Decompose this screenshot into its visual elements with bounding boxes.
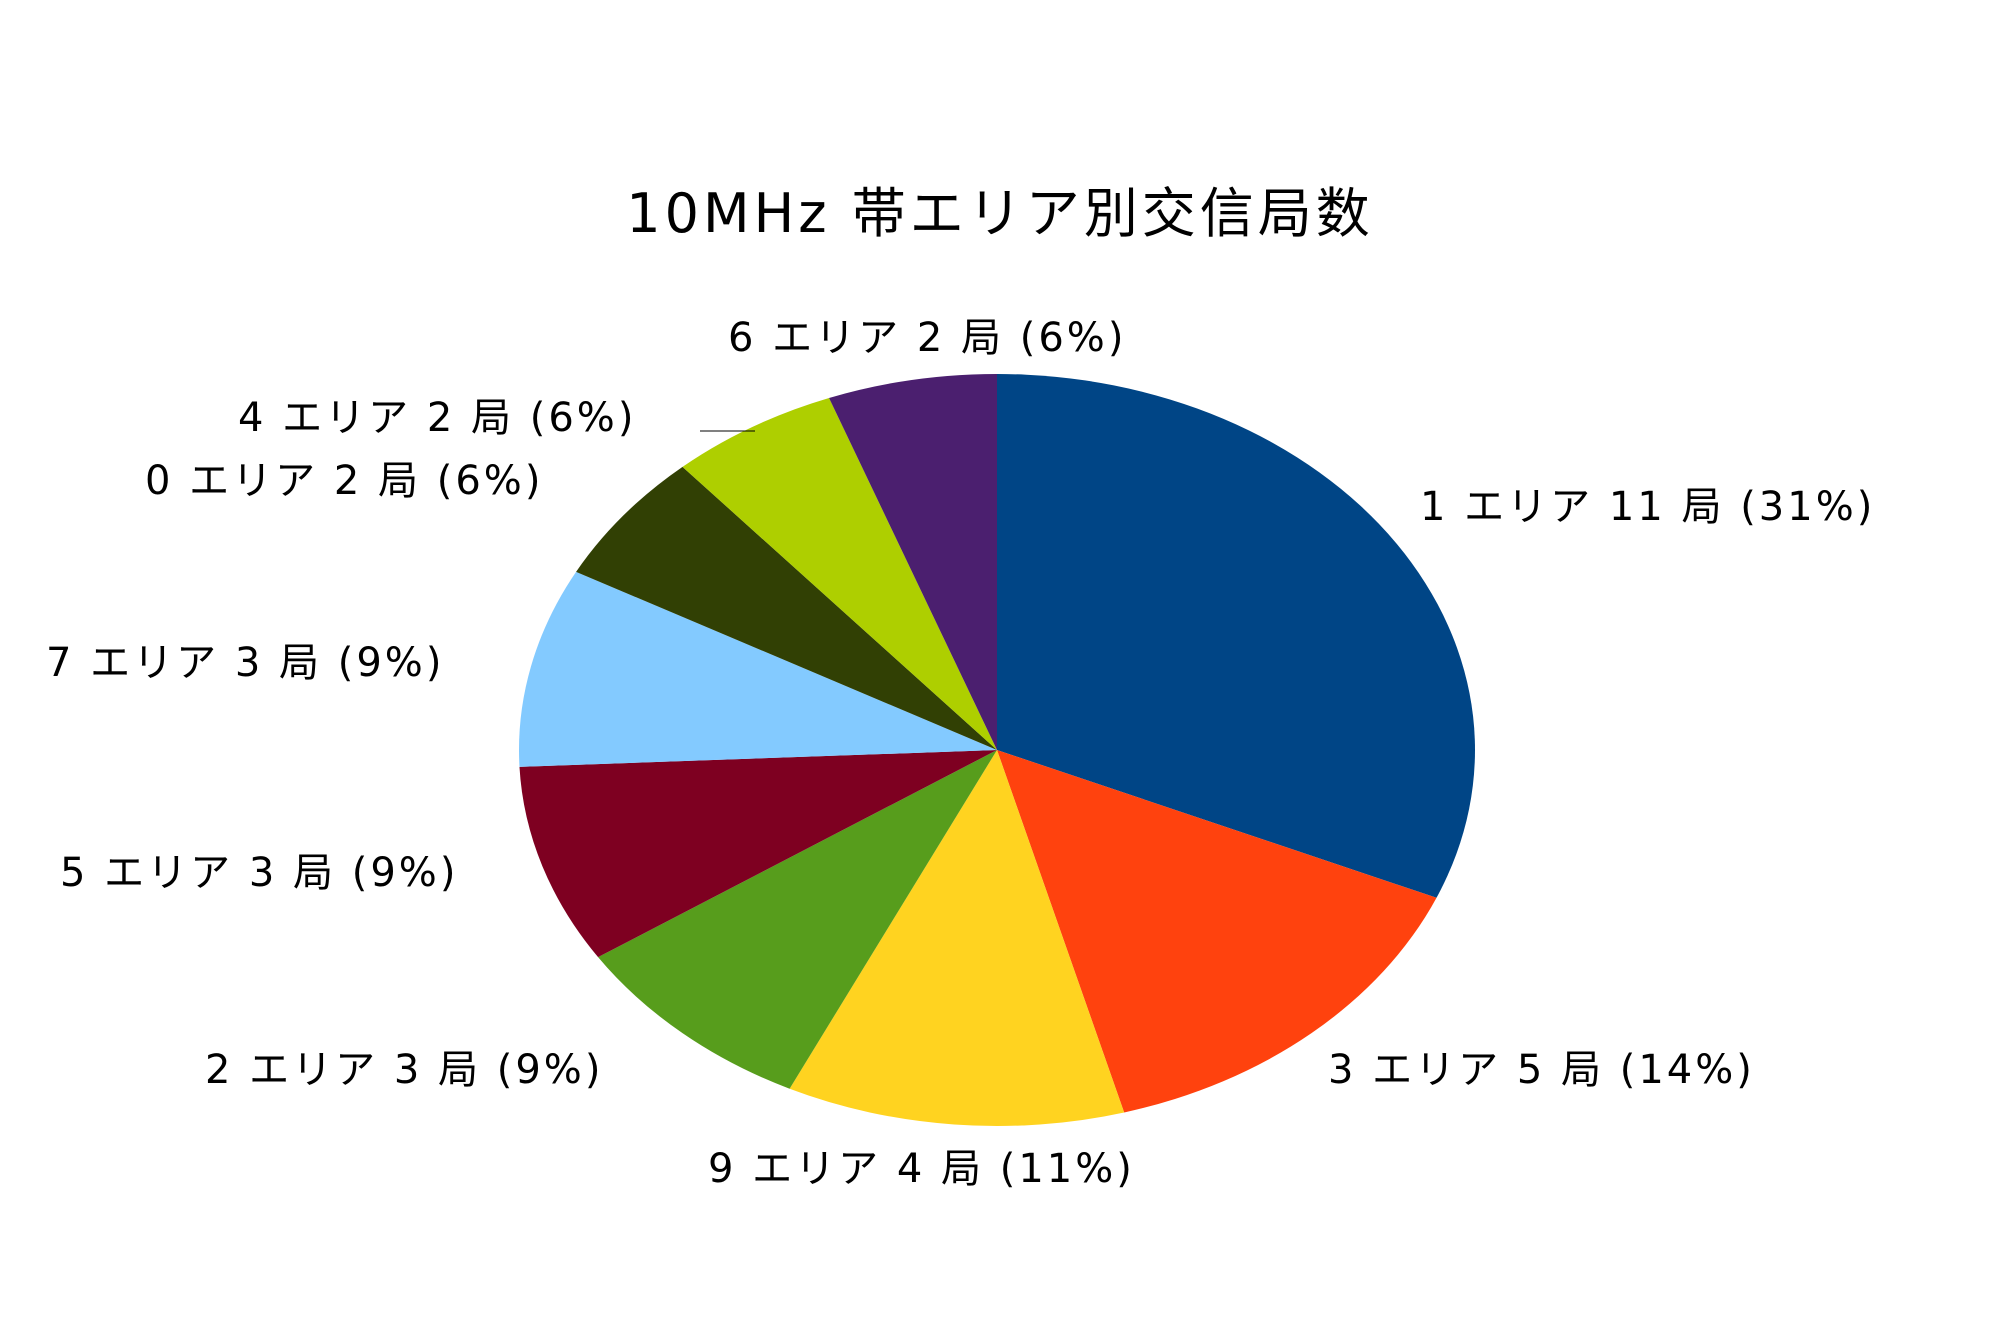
pie-slice-4-エリア	[682, 397, 997, 750]
slice-label: 3 エリア 5 局 (14%)	[1328, 1047, 1755, 1093]
chart-title: 10MHz 帯エリア別交信局数	[626, 182, 1373, 245]
slice-label: 7 エリア 3 局 (9%)	[46, 640, 444, 686]
pie-slices	[518, 374, 1475, 1126]
slice-label: 5 エリア 3 局 (9%)	[60, 850, 458, 896]
slice-label: 2 エリア 3 局 (9%)	[205, 1047, 603, 1093]
pie-slice-7-エリア	[518, 571, 997, 767]
slice-label: 4 エリア 2 局 (6%)	[238, 395, 636, 441]
slice-label: 9 エリア 4 局 (11%)	[708, 1146, 1135, 1192]
pie-slice-6-エリア	[829, 374, 997, 750]
pie-slice-5-エリア	[519, 750, 997, 958]
pie-slice-0-エリア	[576, 466, 997, 750]
pie-slice-9-エリア	[789, 750, 1125, 1126]
slice-label: 6 エリア 2 局 (6%)	[728, 315, 1126, 361]
pie-slice-2-エリア	[598, 750, 997, 1089]
pie-slice-3-エリア	[997, 750, 1437, 1113]
slice-label: 1 エリア 11 局 (31%)	[1420, 484, 1875, 530]
slice-labels: 1 エリア 11 局 (31%) 3 エリア 5 局 (14%) 9 エリア 4 局…	[46, 315, 1875, 1192]
pie-slice-1-エリア	[997, 374, 1475, 898]
slice-label: 0 エリア 2 局 (6%)	[145, 458, 543, 504]
